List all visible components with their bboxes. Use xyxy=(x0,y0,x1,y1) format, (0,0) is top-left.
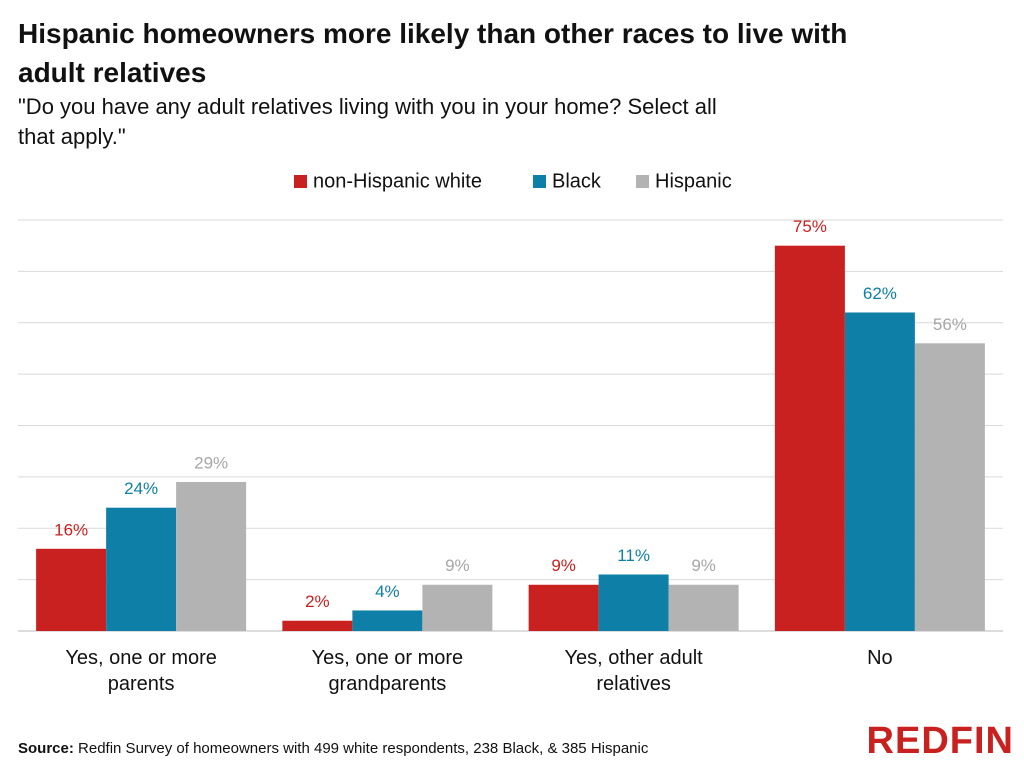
bar xyxy=(598,574,669,631)
bar xyxy=(668,584,739,631)
bar xyxy=(106,507,177,631)
legend-label: Hispanic xyxy=(655,170,732,192)
bar xyxy=(528,584,599,631)
legend-swatch xyxy=(636,175,649,188)
data-label: 75% xyxy=(793,217,827,236)
x-tick-label: No xyxy=(867,647,893,669)
data-label: 29% xyxy=(194,453,228,472)
x-tick-label: Yes, other adult relatives xyxy=(564,647,703,695)
data-label: 9% xyxy=(551,556,576,575)
bar xyxy=(422,584,493,631)
source: Source: Redfin Survey of homeowners with… xyxy=(18,740,648,757)
bar xyxy=(774,245,845,631)
bar xyxy=(282,620,353,631)
bar xyxy=(914,343,985,631)
chart-title: Hispanic homeowners more likely than oth… xyxy=(18,18,848,88)
source-text: Redfin Survey of homeowners with 499 whi… xyxy=(78,740,649,757)
logo: REDFIN xyxy=(866,720,1014,762)
data-label: 62% xyxy=(863,284,897,303)
data-label: 9% xyxy=(691,556,716,575)
x-tick-label: Yes, one or more grandparents xyxy=(311,647,464,695)
data-label: 11% xyxy=(617,546,650,565)
chart-subtitle: "Do you have any adult relatives living … xyxy=(18,94,717,149)
data-label: 4% xyxy=(375,582,400,601)
data-label: 56% xyxy=(933,315,967,334)
data-label: 24% xyxy=(124,479,158,498)
legend-swatch xyxy=(533,175,546,188)
data-label: 9% xyxy=(445,556,470,575)
legend-label: non-Hispanic white xyxy=(313,170,482,192)
legend-label: Black xyxy=(552,170,602,192)
legend-swatch xyxy=(294,175,307,188)
bar xyxy=(36,548,107,631)
bar xyxy=(352,610,423,631)
source-label: Source: xyxy=(18,740,74,757)
bar xyxy=(176,482,247,631)
bar xyxy=(844,312,915,631)
data-label: 16% xyxy=(54,520,88,539)
data-label: 2% xyxy=(305,592,330,611)
x-tick-label: Yes, one or more parents xyxy=(65,647,217,695)
